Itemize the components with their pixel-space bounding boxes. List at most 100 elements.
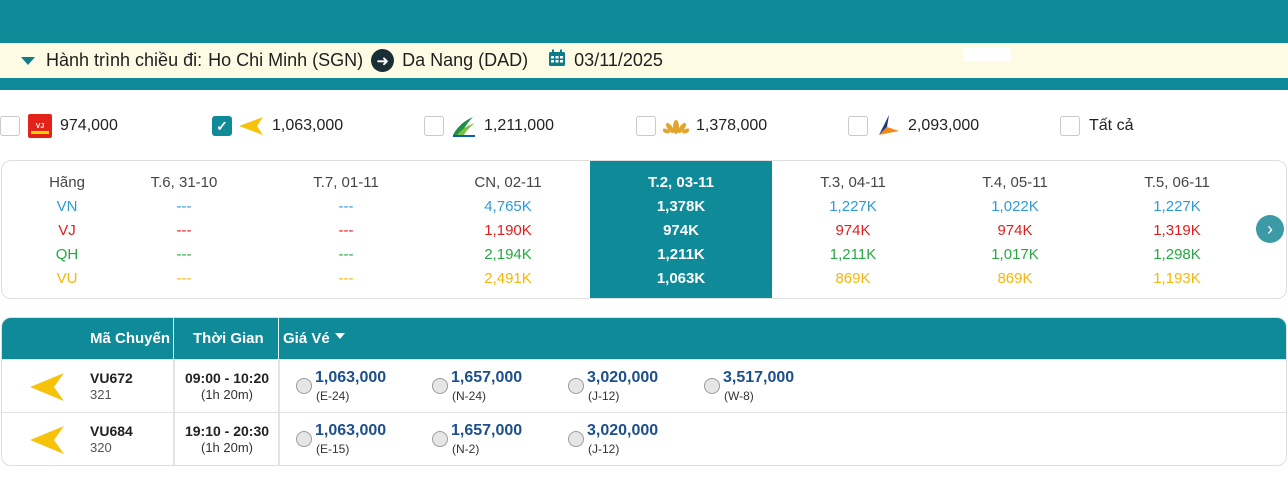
filter-checkbox[interactable] — [1060, 116, 1080, 136]
route-destination: Da Nang (DAD) — [402, 50, 529, 70]
matrix-cell[interactable]: 974K — [997, 222, 1033, 239]
chevron-right-icon[interactable]: › — [1256, 215, 1284, 243]
matrix-cell[interactable]: 1,227K — [1153, 198, 1201, 215]
matrix-day-label: T.4, 05-11 — [982, 174, 1048, 191]
header-price[interactable]: Giá Vé — [283, 330, 330, 347]
filter-vietnam-airlines[interactable]: 1,378,000 — [636, 110, 767, 142]
header-flight-code[interactable]: Mã Chuyến — [90, 330, 171, 347]
matrix-cell[interactable]: 1,378K — [656, 198, 706, 215]
fare-radio[interactable] — [296, 431, 312, 447]
matrix-header-airline: Hãng — [49, 174, 85, 191]
route-bar: Hành trình chiều đi: Ho Chi Minh (SGN) ➜… — [0, 43, 1288, 78]
vietravel-plane-icon — [30, 425, 66, 460]
arrow-right-icon: ➜ — [371, 49, 395, 72]
matrix-day-column-selected[interactable]: T.2, 03-11 1,378K 974K 1,211K 1,063K — [590, 161, 772, 298]
matrix-cell[interactable]: 974K — [663, 222, 699, 239]
aircraft-type: 321 — [90, 387, 112, 402]
matrix-cell[interactable]: --- — [338, 222, 354, 239]
matrix-cell[interactable]: 2,491K — [484, 270, 532, 287]
airline-logo-icon — [451, 113, 477, 139]
matrix-cell[interactable]: 1,211K — [829, 246, 877, 263]
matrix-cell[interactable]: 1,063K — [656, 270, 706, 287]
fare-price: 1,063,000 — [315, 369, 387, 386]
matrix-cell[interactable]: 1,190K — [484, 222, 532, 239]
matrix-day-column[interactable]: T.7, 01-11 --- --- --- --- — [266, 161, 426, 298]
airline-logo-icon — [875, 113, 901, 139]
route-bar-blank — [963, 48, 1011, 62]
matrix-cell[interactable]: 1,193K — [1153, 270, 1201, 287]
header-band — [0, 78, 1288, 90]
matrix-cell[interactable]: 1,298K — [1153, 246, 1201, 263]
fare-radio[interactable] — [432, 378, 448, 394]
matrix-cell[interactable]: 4,765K — [484, 198, 532, 215]
filter-price: 1,063,000 — [272, 117, 344, 134]
matrix-cell[interactable]: --- — [338, 270, 354, 287]
route-date[interactable]: 03/11/2025 — [574, 50, 663, 70]
svg-text:VJ: VJ — [36, 123, 45, 130]
fare-radio[interactable] — [432, 431, 448, 447]
fare-class: (E-24) — [316, 389, 350, 403]
matrix-day-column[interactable]: CN, 02-11 4,765K 1,190K 2,194K 2,491K — [426, 161, 590, 298]
filter-price: 2,093,000 — [908, 117, 980, 134]
matrix-cell[interactable]: 2,194K — [484, 246, 532, 263]
fare-radio[interactable] — [296, 378, 312, 394]
calendar-icon[interactable] — [548, 49, 566, 72]
matrix-day-label: T.3, 04-11 — [820, 174, 886, 191]
caret-down-icon[interactable] — [21, 56, 35, 65]
top-header-bar — [0, 0, 1288, 43]
matrix-cell[interactable]: --- — [176, 246, 192, 263]
flight-duration: (1h 20m) — [200, 387, 254, 402]
matrix-cell[interactable]: --- — [338, 198, 354, 215]
matrix-cell[interactable]: 974K — [835, 222, 871, 239]
matrix-cell[interactable]: 1,017K — [991, 246, 1039, 263]
flights-table-header: Mã Chuyến Thời Gian Giá Vé — [2, 318, 1286, 359]
airline-logo-icon — [239, 113, 265, 139]
matrix-cell[interactable]: 1,211K — [657, 246, 705, 263]
matrix-cell[interactable]: 1,022K — [991, 198, 1039, 215]
matrix-day-label: CN, 02-11 — [474, 174, 542, 191]
fare-class: (E-15) — [316, 442, 350, 456]
matrix-day-label: T.6, 31-10 — [150, 174, 218, 191]
matrix-cell[interactable]: --- — [338, 246, 354, 263]
fare-price: 1,657,000 — [451, 422, 523, 439]
matrix-cell[interactable]: 869K — [835, 270, 871, 287]
filter-checkbox[interactable] — [424, 116, 444, 136]
matrix-airline-code: VJ — [58, 222, 76, 239]
airline-filters: VJ 974,000 ✓ 1,063,000 1,211,000 1,378,0… — [0, 110, 1288, 142]
filter-vietravel[interactable]: ✓ 1,063,000 — [212, 110, 343, 142]
fare-radio[interactable] — [704, 378, 720, 394]
filter-all[interactable]: Tất cả — [1060, 110, 1133, 142]
checkmark-icon[interactable]: ✓ — [212, 116, 232, 136]
filter-bamboo[interactable]: 1,211,000 — [424, 110, 554, 142]
vietravel-plane-icon — [30, 372, 66, 407]
fare-radio[interactable] — [568, 431, 584, 447]
fare-price: 3,020,000 — [587, 422, 659, 439]
filter-checkbox[interactable] — [848, 116, 868, 136]
table-row: VU672 321 09:00 - 10:20 (1h 20m) 1,063,0… — [2, 359, 1286, 413]
matrix-cell[interactable]: --- — [176, 270, 192, 287]
filter-pacific[interactable]: 2,093,000 — [848, 110, 979, 142]
fare-class: (J-12) — [588, 389, 620, 403]
fare-radio[interactable] — [568, 378, 584, 394]
matrix-day-column[interactable]: T.5, 06-11 1,227K 1,319K 1,298K 1,193K — [1096, 161, 1258, 298]
header-divider — [278, 318, 279, 359]
matrix-day-column[interactable]: T.6, 31-10 --- --- --- --- — [102, 161, 266, 298]
matrix-day-column[interactable]: T.3, 04-11 1,227K 974K 1,211K 869K — [772, 161, 934, 298]
matrix-day-label: T.5, 06-11 — [1144, 174, 1210, 191]
header-divider — [173, 318, 174, 359]
matrix-cell[interactable]: --- — [176, 222, 192, 239]
filter-checkbox[interactable] — [636, 116, 656, 136]
filter-price: 974,000 — [60, 117, 118, 134]
fare-class: (N-2) — [452, 442, 480, 456]
flight-code: VU684 — [90, 423, 133, 439]
matrix-cell[interactable]: --- — [176, 198, 192, 215]
matrix-cell[interactable]: 1,227K — [829, 198, 877, 215]
matrix-cell[interactable]: 869K — [997, 270, 1033, 287]
filter-vietjet[interactable]: VJ 974,000 — [0, 110, 118, 142]
matrix-cell[interactable]: 1,319K — [1153, 222, 1201, 239]
sort-caret-icon[interactable] — [335, 333, 345, 339]
matrix-day-column[interactable]: T.4, 05-11 1,022K 974K 1,017K 869K — [934, 161, 1096, 298]
header-time[interactable]: Thời Gian — [193, 330, 264, 347]
filter-checkbox[interactable] — [0, 116, 20, 136]
matrix-airline-code: VN — [56, 198, 78, 215]
